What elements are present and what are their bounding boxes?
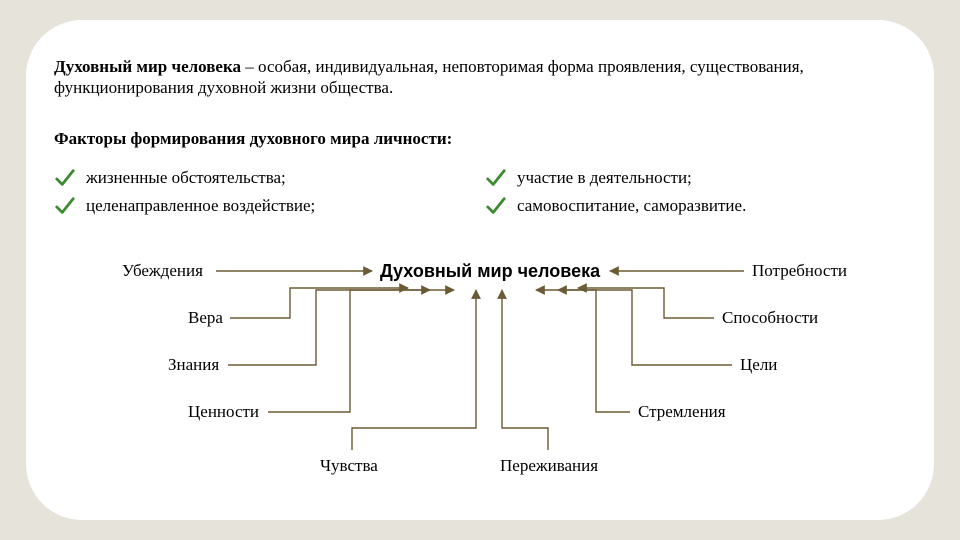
diagram-center-title: Духовный мир человека — [380, 261, 600, 282]
arrow-vera — [230, 288, 408, 318]
diagram-label-potrebnosti: Потребности — [752, 261, 847, 281]
factor-text: самовоспитание, саморазвитие. — [517, 196, 746, 216]
diagram-label-stremleniya: Стремления — [638, 402, 726, 422]
content-area: Духовный мир человека – особая, индивиду… — [54, 56, 906, 223]
definition-paragraph: Духовный мир человека – особая, индивиду… — [54, 56, 906, 99]
factors-col-right: участие в деятельности; самовоспитание, … — [485, 161, 906, 223]
definition-term: Духовный мир человека — [54, 57, 241, 76]
factors-heading: Факторы формирования духовного мира личн… — [54, 129, 906, 149]
factor-item: жизненные обстоятельства; — [54, 167, 475, 189]
factor-text: участие в деятельности; — [517, 168, 692, 188]
checkmark-icon — [485, 167, 507, 189]
arrow-chuvstva — [352, 290, 476, 450]
diagram-arrows — [0, 258, 960, 518]
checkmark-icon — [54, 195, 76, 217]
factors-columns: жизненные обстоятельства; целенаправленн… — [54, 161, 906, 223]
arrow-sposobnosti — [578, 288, 714, 318]
diagram-label-chuvstva: Чувства — [320, 456, 378, 476]
factor-item: самовоспитание, саморазвитие. — [485, 195, 906, 217]
factor-text: жизненные обстоятельства; — [86, 168, 286, 188]
arrow-stremleniya — [536, 290, 630, 412]
factor-item: целенаправленное воздействие; — [54, 195, 475, 217]
diagram-label-tseli: Цели — [740, 355, 777, 375]
diagram-label-znaniya: Знания — [168, 355, 219, 375]
concept-diagram: Духовный мир человека Убеждения Вера Знания… — [0, 258, 960, 518]
arrow-perezhiv — [502, 290, 548, 450]
factor-text: целенаправленное воздействие; — [86, 196, 315, 216]
checkmark-icon — [54, 167, 76, 189]
diagram-label-ubezhdeniya: Убеждения — [122, 261, 203, 281]
checkmark-icon — [485, 195, 507, 217]
diagram-label-sposobnosti: Способности — [722, 308, 818, 328]
diagram-label-tsennosti: Ценности — [188, 402, 259, 422]
factors-col-left: жизненные обстоятельства; целенаправленн… — [54, 161, 475, 223]
arrow-znaniya — [228, 290, 430, 365]
arrow-tsennosti — [268, 290, 454, 412]
diagram-label-perezhiv: Переживания — [500, 456, 598, 476]
factor-item: участие в деятельности; — [485, 167, 906, 189]
diagram-label-vera: Вера — [188, 308, 223, 328]
arrow-tseli — [558, 290, 732, 365]
